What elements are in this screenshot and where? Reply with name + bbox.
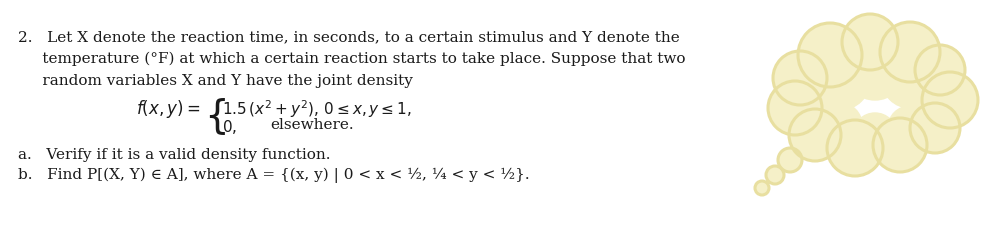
Text: $f(x, y) =$: $f(x, y) =$ [136,98,200,120]
Circle shape [778,148,802,172]
Circle shape [798,23,862,87]
Text: $\{$: $\{$ [204,96,226,137]
Circle shape [880,22,940,82]
Circle shape [793,83,837,127]
Circle shape [810,50,870,110]
Circle shape [922,72,978,128]
Circle shape [789,109,841,161]
Circle shape [766,166,784,184]
Circle shape [768,81,822,135]
Text: random variables X and Y have the joint density: random variables X and Y have the joint … [18,74,413,88]
Text: elsewhere.: elsewhere. [270,118,354,132]
Circle shape [818,103,862,147]
Text: $0,$: $0,$ [222,118,237,136]
Circle shape [873,118,927,172]
Text: 2.   Let X denote the reaction time, in seconds, to a certain stimulus and Y den: 2. Let X denote the reaction time, in se… [18,30,679,44]
Circle shape [845,40,905,100]
Circle shape [888,106,932,150]
Circle shape [827,120,883,176]
Circle shape [910,103,960,153]
Circle shape [853,113,897,157]
Text: b.   Find P[(X, Y) ∈ A], where A = {(x, y) | 0 < x < ½, ¼ < y < ½}.: b. Find P[(X, Y) ∈ A], where A = {(x, y)… [18,168,529,183]
Circle shape [905,80,955,130]
Circle shape [773,51,827,105]
Text: a.   Verify if it is a valid density function.: a. Verify if it is a valid density funct… [18,148,330,162]
Text: temperature (°F) at which a certain reaction starts to take place. Suppose that : temperature (°F) at which a certain reac… [18,52,685,66]
Circle shape [842,14,898,70]
Circle shape [915,45,965,95]
Circle shape [755,181,769,195]
Circle shape [882,52,938,108]
Text: $1.5\,(x^2 + y^2),\,0 \leq x,y \leq 1,$: $1.5\,(x^2 + y^2),\,0 \leq x,y \leq 1,$ [222,98,412,120]
